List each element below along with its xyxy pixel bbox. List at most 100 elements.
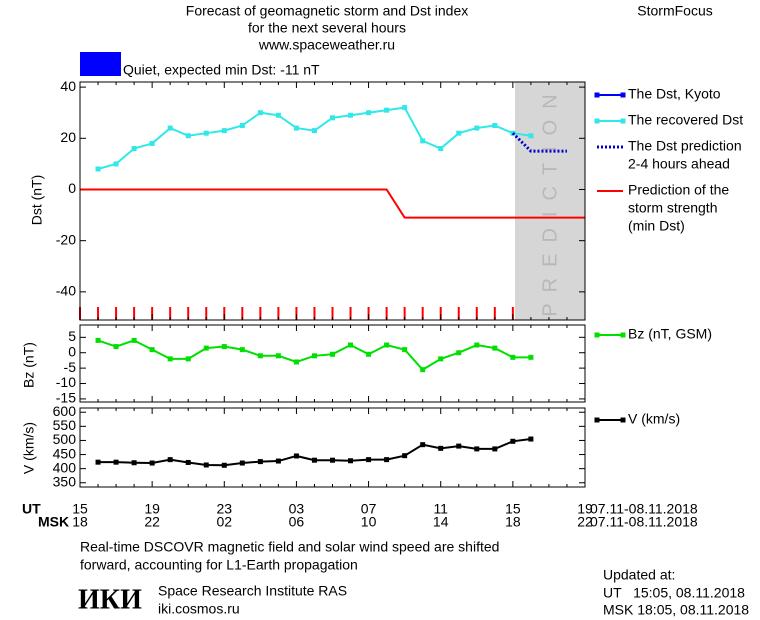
point [185,133,191,139]
date: 07.11-08.11.2018 [590,501,698,517]
y-tick-label: -10 [56,374,76,390]
y-tick-label: 350 [53,473,77,489]
point [275,353,281,359]
point [221,462,227,468]
point [203,462,209,468]
x-tick-label: 06 [289,514,305,530]
point [293,125,299,131]
point [185,459,191,465]
legend-marker [594,417,600,423]
point [348,458,354,464]
point [239,123,245,129]
point [149,460,155,466]
point [239,347,245,353]
y-tick-label: 0 [68,180,76,196]
x-tick-label: 11 [433,501,448,517]
y-tick-label: 550 [53,417,77,433]
updated: Updated at: [603,567,675,583]
point [456,350,462,356]
point [95,166,101,172]
point [311,128,317,134]
prediction-shade [515,82,585,320]
x-tick-label: 07 [361,501,377,517]
legend-label: 2-4 hours ahead [628,156,730,172]
legend-marker [620,332,626,338]
legend-marker [620,92,626,98]
legend-label: The Dst prediction [628,138,742,154]
institute: Space Research Institute RAS [158,583,347,599]
point [384,107,390,113]
legend-label: Prediction of the [628,182,729,198]
point [474,446,480,452]
y-tick-label: 500 [53,431,77,447]
x-tick-label: 22 [144,514,160,530]
series-line [511,132,567,153]
legend-label: V (km/s) [628,411,680,427]
point [510,438,516,444]
point [257,110,263,116]
legend-marker [594,92,600,98]
y-axis-label: Bz (nT) [21,342,37,388]
point [528,436,534,442]
point [185,356,191,362]
point [330,351,335,357]
point [131,146,137,152]
y-tick-label: -40 [56,283,76,299]
y-tick-label: 0 [68,343,76,359]
point [510,354,516,360]
updated: UT 15:05, 08.11.2018 [603,585,745,601]
point [384,342,390,348]
point [95,337,101,343]
point [275,112,281,118]
title-line: for the next several hours [248,20,406,36]
plot-frame [79,324,586,403]
point [293,359,299,365]
legend-label: The Dst, Kyoto [628,86,721,102]
x-tick-label: 19 [577,501,593,517]
date: 07.11-08.11.2018 [590,514,698,530]
plot-frame [79,81,586,321]
x-tick-label: 18 [505,514,521,530]
y-tick-label: 400 [53,459,77,475]
legend-label: Bz (nT, GSM) [628,326,712,342]
x-tick-label: 14 [433,514,449,530]
y-tick-label: -20 [56,231,76,247]
status-box [80,52,121,76]
point [131,337,137,343]
point [257,459,263,465]
point [402,347,408,353]
y-tick-label: 600 [53,403,77,419]
point [438,445,444,451]
x-tick-label: 03 [289,501,305,517]
ut-label: UT [22,501,41,517]
point [167,125,173,131]
point [149,140,155,146]
point [167,457,173,463]
logo: ИКИ [78,584,142,615]
brand: StormFocus [637,3,712,19]
point [203,130,209,136]
title-line: Forecast of geomagnetic storm and Dst in… [186,3,468,19]
legend-label: The recovered Dst [628,112,743,128]
updated: MSK 18:05, 08.11.2018 [603,602,749,618]
legend-marker [620,118,626,124]
note: forward, accounting for L1-Earth propaga… [80,557,358,573]
point [113,161,119,167]
legend-marker [594,332,600,338]
legend-marker [594,118,600,124]
point [167,356,173,362]
point [149,347,155,353]
series-line [80,188,585,219]
point [420,442,426,448]
y-tick-label: 450 [53,445,77,461]
point [257,353,263,359]
status: Quiet, expected min Dst: -11 nT [123,62,320,78]
point [492,123,498,129]
point [95,459,101,465]
point [438,356,444,362]
y-axis-label: Dst (nT) [29,175,45,226]
point [492,446,498,452]
point [438,146,444,152]
